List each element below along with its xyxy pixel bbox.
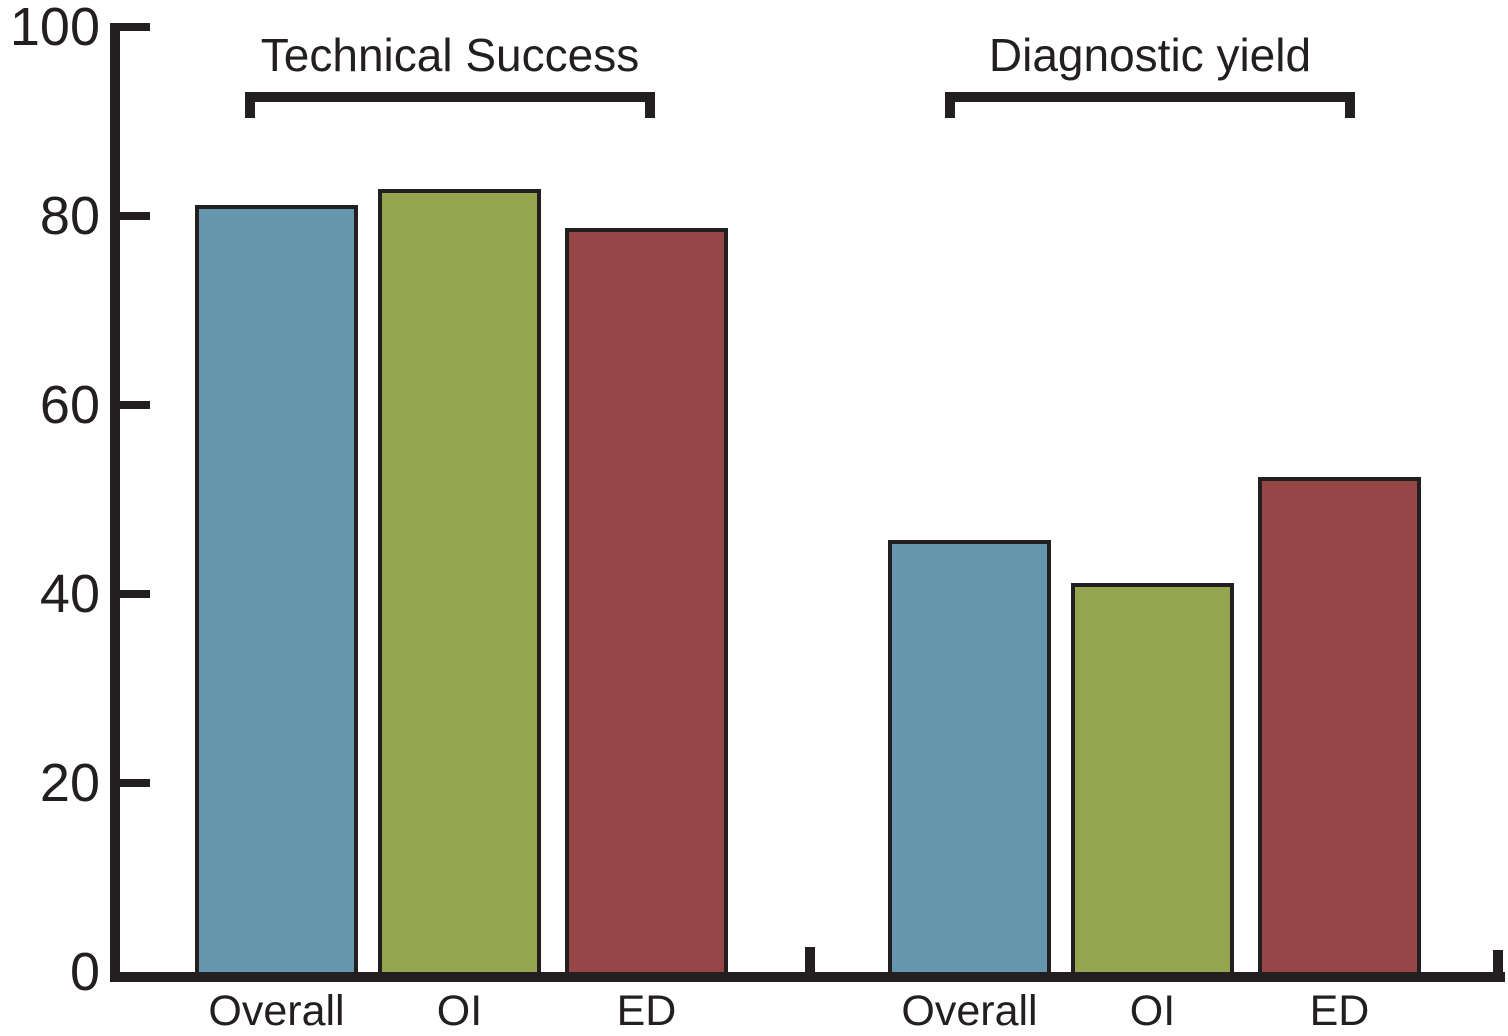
group-bracket-technical-success — [245, 92, 655, 118]
x-category-label: OI — [436, 987, 483, 1035]
x-category-label: OI — [1129, 987, 1176, 1035]
y-tick-label: 20 — [39, 753, 100, 813]
x-axis-line — [110, 972, 1505, 982]
y-tick-label: 80 — [39, 186, 100, 246]
y-tick — [120, 23, 150, 31]
group-title-diagnostic-yield: Diagnostic yield — [988, 29, 1312, 81]
y-tick — [120, 779, 150, 787]
y-tick-label: 100 — [9, 0, 100, 57]
y-tick — [120, 212, 150, 220]
y-tick — [120, 590, 150, 598]
y-tick — [120, 401, 150, 409]
bar-diagnostic-yield-overall — [888, 540, 1051, 976]
x-category-label: Overall — [901, 987, 1038, 1035]
bar-technical-success-oi — [378, 188, 541, 976]
y-tick-label: 40 — [39, 564, 100, 624]
x-category-label: ED — [616, 987, 677, 1035]
bar-technical-success-ed — [565, 228, 728, 976]
group-bracket-diagnostic-yield — [945, 92, 1355, 118]
bar-diagnostic-yield-ed — [1258, 476, 1421, 976]
x-category-label: Overall — [208, 987, 345, 1035]
y-axis-line — [110, 23, 120, 982]
y-tick-label: 60 — [39, 375, 100, 435]
x-category-label: ED — [1309, 987, 1370, 1035]
y-tick-label: 0 — [69, 942, 100, 1002]
bar-technical-success-overall — [195, 204, 358, 976]
x-axis-end-tick — [1493, 950, 1503, 972]
group-title-technical-success: Technical Success — [260, 29, 640, 81]
bar-diagnostic-yield-oi — [1071, 582, 1234, 976]
x-axis-group-separator-tick — [805, 947, 815, 972]
